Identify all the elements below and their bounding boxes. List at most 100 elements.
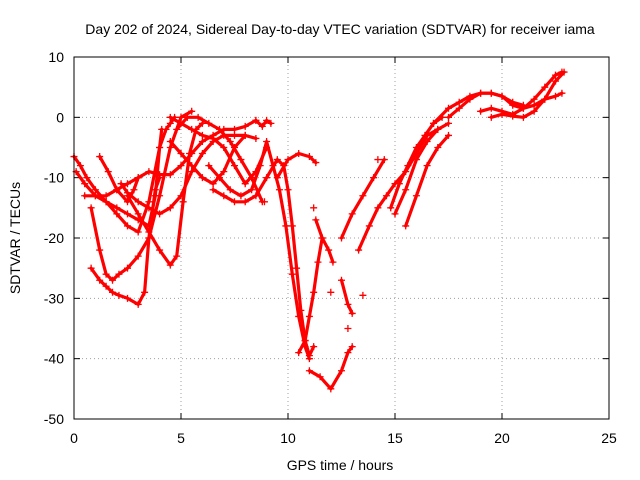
data-point-marker <box>310 343 318 351</box>
series-trace <box>297 236 324 355</box>
data-point-marker <box>130 186 138 194</box>
series-track-15 <box>273 150 320 182</box>
data-point-marker <box>310 288 318 296</box>
data-point-marker <box>327 385 335 393</box>
data-point-marker <box>558 68 566 76</box>
x-tick-label: 5 <box>177 430 185 446</box>
data-point-marker <box>312 159 320 167</box>
data-point-marker <box>295 312 303 320</box>
series-track-28 <box>477 68 566 118</box>
data-point-marker <box>256 162 264 170</box>
y-tick-label: -50 <box>44 411 64 427</box>
data-point-marker <box>445 104 452 112</box>
data-point-marker <box>87 264 95 272</box>
data-point-marker <box>151 186 159 194</box>
x-tick-labels: 0 5 10 15 20 25 <box>70 430 617 446</box>
series-track-6 <box>96 153 142 206</box>
data-point-marker <box>188 162 196 170</box>
data-point-marker <box>248 174 256 182</box>
data-point-marker <box>102 270 110 278</box>
data-point-marker <box>241 198 249 206</box>
data-point-marker <box>344 325 352 332</box>
y-tick-label: -20 <box>44 230 64 246</box>
data-point-marker <box>141 288 149 296</box>
data-point-marker <box>263 137 271 145</box>
data-point-marker <box>166 171 174 179</box>
data-point-marker <box>117 180 125 188</box>
data-point-marker <box>423 137 431 145</box>
data-point-marker <box>166 144 174 151</box>
data-point-marker <box>258 122 266 130</box>
data-point-marker <box>421 131 429 139</box>
data-point-marker <box>220 168 228 176</box>
data-point-marker <box>113 186 121 194</box>
data-point-marker <box>252 134 260 142</box>
series-trace <box>404 133 451 228</box>
data-point-marker <box>288 270 296 278</box>
data-point-marker <box>81 180 89 188</box>
data-point-marker <box>209 186 217 194</box>
data-point-marker <box>288 222 296 230</box>
data-point-marker <box>194 113 202 121</box>
data-point-marker <box>145 168 153 176</box>
data-point-marker <box>348 309 356 317</box>
data-point-marker <box>109 288 117 296</box>
series-trace <box>307 345 354 391</box>
data-point-marker <box>102 192 110 200</box>
series-isolated-points <box>260 156 382 332</box>
data-point-marker <box>329 258 337 266</box>
data-point-marker <box>552 92 559 100</box>
data-point-marker <box>310 204 318 212</box>
data-point-marker <box>530 101 538 109</box>
data-point-marker <box>305 312 313 320</box>
data-point-marker <box>509 101 517 109</box>
data-point-marker <box>166 113 174 121</box>
data-point-marker <box>374 204 382 212</box>
data-point-marker <box>198 137 206 145</box>
data-point-marker <box>263 116 271 124</box>
data-point-marker <box>134 300 142 308</box>
data-point-marker <box>124 189 131 197</box>
data-point-marker <box>96 153 104 161</box>
data-series <box>70 68 568 393</box>
series-track-7 <box>124 119 206 269</box>
data-point-marker <box>269 162 277 170</box>
plot-frame <box>73 56 610 420</box>
series-trace <box>393 127 440 216</box>
data-point-marker <box>124 180 131 188</box>
data-point-marker <box>434 144 442 151</box>
data-point-marker <box>466 95 474 103</box>
y-axis-label: SDTVAR / TECUs <box>7 182 23 294</box>
y-tick-label: -40 <box>44 351 64 367</box>
data-point-marker <box>220 144 228 151</box>
data-point-marker <box>359 291 367 299</box>
data-point-marker <box>145 198 153 206</box>
series-track-24 <box>402 131 452 230</box>
data-point-marker <box>305 367 313 375</box>
y-tick-label: 0 <box>56 109 64 125</box>
data-point-marker <box>183 113 191 121</box>
data-point-marker <box>519 104 527 112</box>
data-point-marker <box>226 137 234 145</box>
data-point-marker <box>156 174 164 182</box>
data-point-marker <box>487 104 495 112</box>
data-point-marker <box>145 204 153 212</box>
series-track-19 <box>338 276 356 317</box>
data-point-marker <box>498 92 506 100</box>
data-point-marker <box>96 246 104 254</box>
data-point-marker <box>344 349 352 357</box>
data-point-marker <box>318 234 326 242</box>
data-point-marker <box>188 107 196 115</box>
data-point-marker <box>412 192 420 200</box>
data-point-marker <box>558 89 566 97</box>
data-point-marker <box>552 77 559 85</box>
data-point-marker <box>380 156 388 164</box>
data-point-marker <box>156 144 164 151</box>
data-point-marker <box>498 107 506 115</box>
data-point-marker <box>104 168 112 176</box>
data-point-marker <box>173 125 181 133</box>
series-track-3 <box>81 116 260 200</box>
series-trace <box>314 218 335 264</box>
data-point-marker <box>305 355 313 363</box>
series-trace <box>339 278 354 315</box>
